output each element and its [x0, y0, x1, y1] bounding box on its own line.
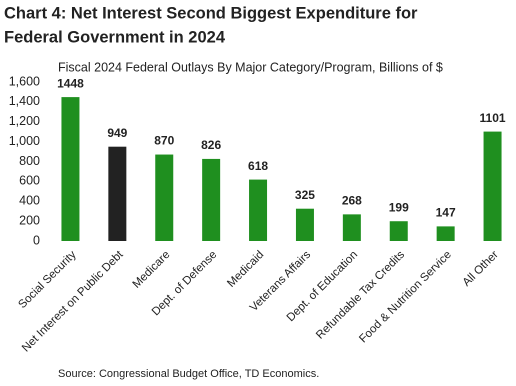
chart-subtitle: Fiscal 2024 Federal Outlays By Major Cat… — [58, 60, 443, 74]
x-tick-label: All Other — [461, 249, 501, 289]
bar — [155, 154, 174, 241]
bar — [483, 131, 502, 241]
value-label: 325 — [295, 188, 315, 202]
bar — [342, 214, 361, 241]
value-label: 618 — [248, 159, 268, 173]
value-label: 199 — [389, 200, 409, 214]
bar — [61, 97, 80, 241]
x-tick-label: Net Interest on Public Debt — [20, 248, 126, 354]
value-label: 826 — [201, 138, 221, 152]
y-tick-label: 1,200 — [9, 114, 40, 128]
y-tick-label: 600 — [19, 174, 40, 188]
bar — [249, 179, 268, 241]
bar — [389, 221, 408, 241]
value-label: 949 — [107, 126, 127, 140]
y-tick-label: 1,600 — [9, 74, 40, 88]
y-tick-label: 800 — [19, 154, 40, 168]
x-tick-label: Medicare — [131, 249, 173, 291]
y-tick-label: 400 — [19, 194, 40, 208]
bar — [436, 226, 455, 241]
y-tick-label: 0 — [33, 233, 40, 247]
x-tick-label: Refundable Tax Credits — [314, 249, 407, 342]
bar — [108, 146, 127, 241]
value-label: 268 — [342, 194, 362, 208]
chart-title: Federal Government in 2024 — [4, 28, 226, 46]
value-label: 147 — [436, 206, 456, 220]
x-tick-label: Food & Nutrition Service — [357, 249, 454, 346]
chart-title: Chart 4: Net Interest Second Biggest Exp… — [4, 4, 418, 22]
value-label: 1448 — [57, 76, 84, 90]
bar — [295, 208, 314, 241]
value-label: 870 — [154, 134, 174, 148]
source-note: Source: Congressional Budget Office, TD … — [58, 368, 319, 380]
value-label: 1101 — [480, 111, 506, 125]
y-tick-label: 1,400 — [9, 94, 40, 108]
bar — [202, 158, 221, 241]
x-tick-label: Medicaid — [225, 249, 266, 290]
y-tick-label: 200 — [19, 213, 40, 227]
y-tick-label: 1,000 — [9, 134, 40, 148]
